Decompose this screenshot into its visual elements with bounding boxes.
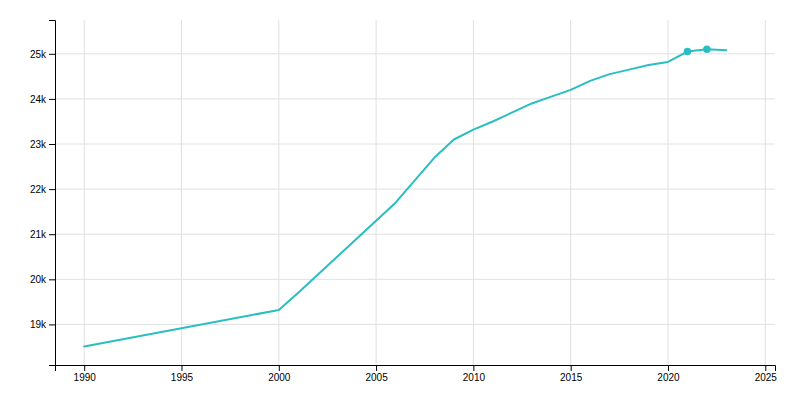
plot: 1990 1995 2000 2005 2010 2015 2020 2025 19k 20k 21… xyxy=(30,20,777,383)
tick-label: 25k xyxy=(30,49,47,60)
grid-line xyxy=(55,189,775,190)
grid xyxy=(55,20,775,365)
grid-line xyxy=(55,98,775,99)
tick-label: 24k xyxy=(30,94,47,105)
tick-mark xyxy=(49,279,55,280)
axis-line xyxy=(56,366,776,372)
tick-label: 23k xyxy=(30,139,47,150)
grid-line xyxy=(55,53,775,54)
chart: 1990 1995 2000 2005 2010 2015 2020 2025 19k 20k 21… xyxy=(0,0,800,400)
tick-label: 2005 xyxy=(365,372,388,383)
tick-mark xyxy=(376,365,377,371)
tick: 2020 xyxy=(657,365,680,383)
tick-mark xyxy=(49,54,55,55)
grid-line xyxy=(84,20,85,365)
tick: 1990 xyxy=(74,365,97,383)
tick-mark xyxy=(571,365,572,371)
tick-label: 2025 xyxy=(755,372,778,383)
tick-mark xyxy=(49,99,55,100)
tick: 25k xyxy=(30,49,55,60)
tick-label: 1995 xyxy=(171,372,194,383)
tick: 2025 xyxy=(755,365,778,383)
tick-label: 22k xyxy=(30,184,47,195)
y-axis: 19k 20k 21k 22k 23k 24k 25k xyxy=(30,21,56,366)
grid-line xyxy=(55,324,775,325)
grid-line xyxy=(570,20,571,365)
tick-mark xyxy=(181,365,182,371)
marker xyxy=(703,46,711,54)
tick-label: 2000 xyxy=(268,372,291,383)
x-axis: 1990 1995 2000 2005 2010 2015 2020 2025 xyxy=(56,365,778,383)
tick: 21k xyxy=(30,229,55,240)
tick-label: 1990 xyxy=(74,372,97,383)
tick: 20k xyxy=(30,274,55,285)
tick-mark xyxy=(279,365,280,371)
tick: 24k xyxy=(30,94,55,105)
tick: 1995 xyxy=(171,365,194,383)
tick-mark xyxy=(49,189,55,190)
grid-line xyxy=(278,20,279,365)
grid-line xyxy=(55,279,775,280)
tick-mark xyxy=(473,365,474,371)
tick-label: 19k xyxy=(30,319,47,330)
tick-label: 2015 xyxy=(560,372,583,383)
tick-mark xyxy=(49,234,55,235)
axis-line xyxy=(49,21,56,366)
tick: 2010 xyxy=(463,365,486,383)
grid-line xyxy=(667,20,668,365)
tick: 2005 xyxy=(365,365,388,383)
tick-label: 21k xyxy=(30,229,47,240)
tick: 23k xyxy=(30,139,55,150)
line xyxy=(84,49,726,346)
tick-label: 20k xyxy=(30,274,47,285)
grid-line xyxy=(473,20,474,365)
tick: 2015 xyxy=(560,365,583,383)
tick: 19k xyxy=(30,319,55,330)
tick: 2000 xyxy=(268,365,291,383)
grid-line xyxy=(55,144,775,145)
tick: 22k xyxy=(30,184,55,195)
tick-label: 2020 xyxy=(657,372,680,383)
marker xyxy=(684,48,692,56)
tick-label: 2010 xyxy=(463,372,486,383)
marks xyxy=(84,46,726,347)
tick-mark xyxy=(668,365,669,371)
tick-mark xyxy=(49,324,55,325)
grid-line xyxy=(181,20,182,365)
grid-line xyxy=(765,20,766,365)
grid-line xyxy=(55,234,775,235)
tick-mark xyxy=(765,365,766,371)
tick-mark xyxy=(84,365,85,371)
grid-line xyxy=(376,20,377,365)
tick-mark xyxy=(49,144,55,145)
